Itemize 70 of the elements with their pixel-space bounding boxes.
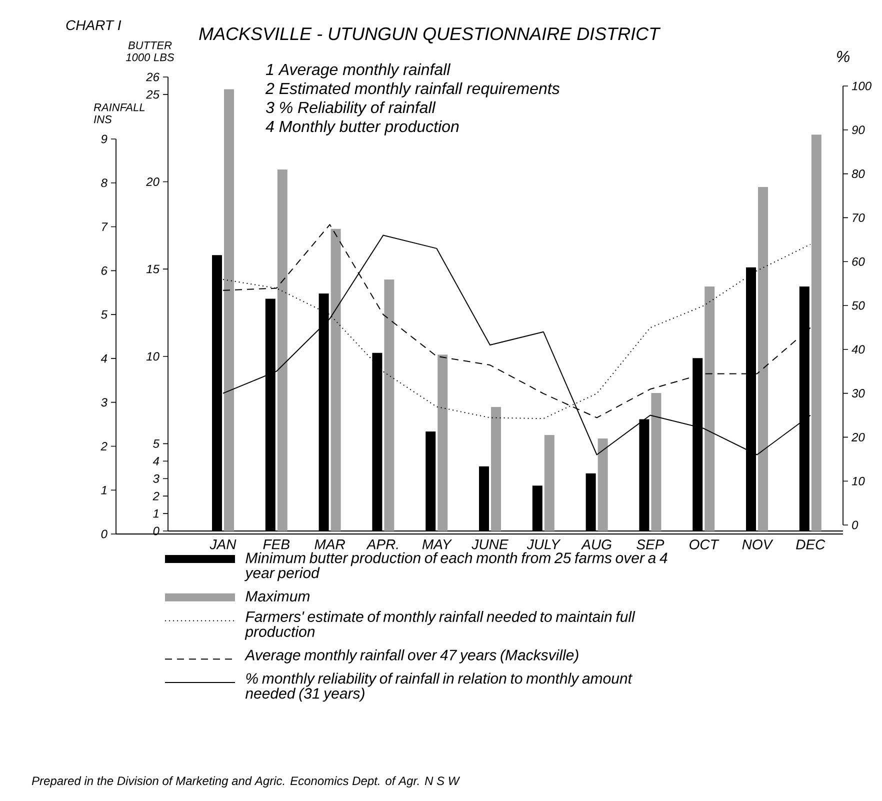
y2-tick-label: 70 bbox=[852, 213, 865, 222]
y3-tick-label: 4 bbox=[100, 354, 108, 363]
y2-tick-label: 0 bbox=[852, 520, 858, 530]
bar bbox=[704, 286, 715, 531]
y-tick-label: 2 bbox=[152, 492, 160, 500]
y2-axis-title: % bbox=[837, 50, 850, 62]
text: CHART I bbox=[66, 20, 122, 30]
x-tick-label: JULY bbox=[526, 540, 561, 550]
y3-tick-label: 5 bbox=[101, 310, 108, 319]
legend-label: Farmers' estimate of monthly rainfall needed to maintain full production bbox=[244, 610, 636, 640]
y-tick-label: 3 bbox=[153, 474, 160, 483]
y3-tick-label: 3 bbox=[101, 398, 108, 407]
y2-tick-label: 10 bbox=[852, 476, 865, 486]
y-tick-label: 5 bbox=[153, 440, 160, 448]
bar bbox=[758, 187, 768, 531]
y2-tick-label: 20 bbox=[851, 432, 865, 442]
bar bbox=[277, 170, 288, 531]
y-tick-label: 1 bbox=[153, 509, 158, 518]
y2-tick-label: 100 bbox=[852, 82, 872, 90]
annotation: 1 Average monthly rainfall bbox=[266, 63, 451, 78]
y3-tick-label: 2 bbox=[100, 442, 108, 450]
bar bbox=[598, 438, 608, 531]
text: Prepared in the Division of Marketing and Agric. Economics Dept. of Agr. N S W bbox=[32, 776, 460, 788]
y-axis-title: BUTTER 1000 LBS bbox=[126, 42, 174, 62]
x-tick-label: SEP bbox=[636, 540, 664, 550]
y3-tick-label: 0 bbox=[101, 530, 108, 538]
x-tick-label: NOV bbox=[742, 540, 774, 550]
legend-label: % monthly reliability of rainfall in relation to monthly amount needed (31 years) bbox=[245, 672, 632, 702]
chart-title: MACKSVILLE - UTUNGUN QUESTIONNAIRE DISTRICT bbox=[199, 27, 661, 44]
y2-tick-label: 90 bbox=[852, 126, 865, 134]
legend-label: Minimum butter production of each month from 25 farms over a 4 year period bbox=[244, 552, 668, 582]
y-tick-label: 15 bbox=[146, 264, 160, 274]
bar bbox=[544, 434, 554, 531]
y2-tick-label: 80 bbox=[852, 170, 865, 178]
y3-axis-title: RAINFALL INS bbox=[94, 104, 145, 124]
bar bbox=[651, 393, 662, 531]
x-tick-label: OCT bbox=[690, 540, 720, 550]
y-tick-label: 4 bbox=[152, 457, 160, 466]
y-tick-label: 10 bbox=[146, 352, 160, 361]
legend-label: Maximum bbox=[246, 590, 310, 602]
x-tick-label: MAY bbox=[422, 540, 452, 550]
x-tick-label: FEB bbox=[263, 540, 290, 550]
x-tick-label: DEC bbox=[796, 540, 826, 550]
y2-tick-label: 50 bbox=[852, 301, 865, 310]
y3-tick-label: 6 bbox=[101, 266, 108, 275]
y2-tick-label: 60 bbox=[852, 257, 865, 266]
annotation: 2 Estimated monthly rainfall requirements bbox=[265, 82, 560, 98]
y3-tick-label: 8 bbox=[101, 178, 108, 188]
x-tick-label: APR. bbox=[366, 540, 398, 550]
y3-tick-label: 9 bbox=[101, 134, 108, 144]
bar bbox=[438, 354, 448, 531]
bar bbox=[384, 280, 394, 531]
y2-tick-label: 30 bbox=[852, 389, 865, 398]
y3-tick-label: 7 bbox=[102, 222, 108, 231]
x-tick-label: MAR bbox=[314, 540, 345, 550]
annotation: 3 % Reliability of rainfall bbox=[266, 101, 436, 116]
x-tick-label: AUG bbox=[580, 540, 612, 550]
y-tick-label: 25 bbox=[146, 90, 160, 99]
x-tick-label: JAN bbox=[210, 540, 236, 550]
bar bbox=[811, 134, 822, 531]
y-tick-label: 26 bbox=[146, 72, 160, 82]
bar bbox=[224, 89, 234, 531]
y2-tick-label: 40 bbox=[852, 345, 865, 354]
legend-label: Average monthly rainfall over 47 years (Macksville) bbox=[244, 649, 578, 664]
bar bbox=[491, 407, 502, 531]
x-tick-label: JUNE bbox=[472, 540, 508, 550]
y-tick-label: 20 bbox=[146, 178, 160, 186]
annotation: 4 Monthly butter production bbox=[266, 120, 459, 136]
bar bbox=[330, 228, 341, 531]
y3-tick-label: 1 bbox=[101, 486, 106, 494]
